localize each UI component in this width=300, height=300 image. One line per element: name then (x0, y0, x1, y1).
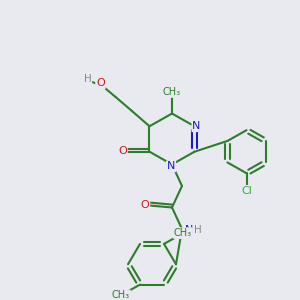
Text: O: O (141, 200, 149, 210)
Text: CH₃: CH₃ (174, 228, 192, 238)
Text: Cl: Cl (241, 186, 252, 196)
Text: O: O (118, 146, 127, 156)
Text: N: N (167, 161, 175, 171)
Text: CH₃: CH₃ (112, 290, 130, 300)
Text: CH₃: CH₃ (163, 87, 181, 97)
Text: H: H (194, 225, 202, 235)
Text: H: H (84, 74, 92, 84)
Text: O: O (96, 78, 105, 88)
Text: N: N (192, 121, 201, 131)
Text: N: N (185, 225, 193, 235)
